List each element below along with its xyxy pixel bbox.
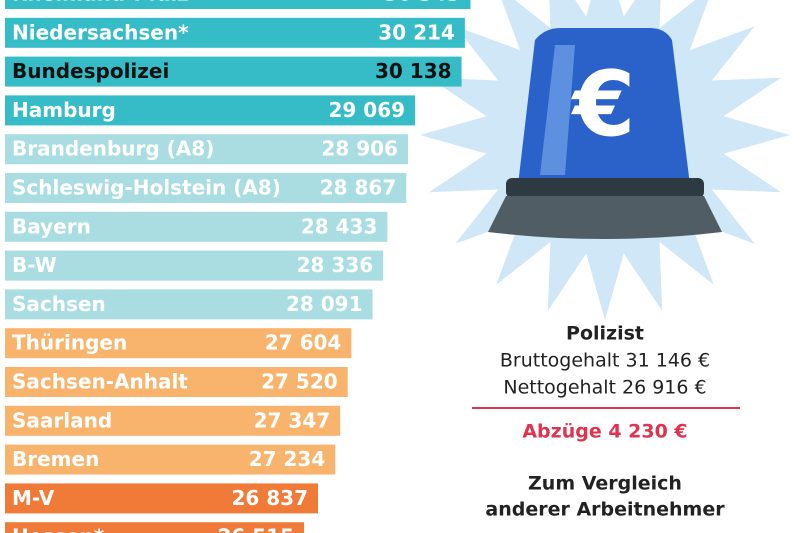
value-label: 28 906	[321, 137, 398, 161]
category-label: B-W	[12, 253, 57, 277]
category-label: Niedersachsen*	[12, 20, 189, 44]
bar	[5, 134, 408, 165]
value-label: 26 837	[231, 486, 308, 510]
value-label: 28 867	[320, 176, 397, 200]
compare-subtitle: anderer Arbeitnehmer	[485, 499, 725, 521]
bar	[5, 328, 352, 359]
value-label: 30 343	[384, 0, 461, 6]
value-label: 28 091	[286, 292, 363, 316]
value-label: 27 520	[261, 370, 338, 394]
siren: €	[488, 28, 722, 239]
bar	[5, 289, 373, 320]
category-label: Schleswig-Holstein (A8)	[12, 176, 281, 200]
bar	[5, 17, 465, 48]
bar	[5, 173, 407, 203]
bar	[5, 444, 336, 475]
euro-symbol: €	[571, 52, 636, 157]
bar	[5, 211, 388, 242]
category-label: M-V	[12, 486, 55, 510]
category-label: Hamburg	[12, 98, 116, 122]
value-label: 28 336	[297, 253, 374, 277]
category-label: Sachsen-Anhalt	[12, 370, 188, 394]
bar	[5, 405, 341, 436]
value-label: 29 069	[329, 98, 406, 122]
bar	[5, 56, 462, 87]
siren-rim	[506, 178, 704, 198]
category-label: Hessen*	[12, 525, 105, 533]
value-label: 26 515	[217, 525, 294, 533]
value-label: 27 234	[249, 447, 326, 471]
bar	[5, 483, 318, 514]
value-label: 30 138	[375, 59, 452, 83]
bar	[5, 95, 416, 126]
value-label: 27 347	[254, 408, 331, 432]
bar	[5, 250, 384, 281]
value-label: 30 214	[378, 20, 455, 44]
value-label: 28 433	[301, 214, 378, 238]
category-label: Rheinland-Pfalz	[12, 0, 189, 6]
siren-shine	[540, 45, 575, 175]
category-label: Sachsen	[12, 292, 106, 316]
category-label: Bremen	[12, 447, 99, 471]
deductions: Abzüge 4 230 €	[522, 421, 687, 443]
bar	[5, 522, 304, 533]
siren-base	[488, 196, 722, 239]
category-label: Thüringen	[12, 331, 127, 355]
category-label: Saarland	[12, 408, 112, 432]
compare-title: Zum Vergleich	[528, 473, 682, 495]
category-label: Bayern	[12, 214, 91, 238]
net-salary: Nettogehalt 26 916 €	[503, 377, 706, 399]
bar	[5, 0, 471, 9]
gross-salary: Bruttogehalt 31 146 €	[500, 350, 710, 372]
side-title: Polizist	[566, 323, 644, 345]
category-label: Bundespolizei	[12, 59, 169, 83]
value-label: 27 604	[265, 331, 342, 355]
bar	[5, 367, 348, 397]
category-label: Brandenburg (A8)	[12, 137, 214, 161]
